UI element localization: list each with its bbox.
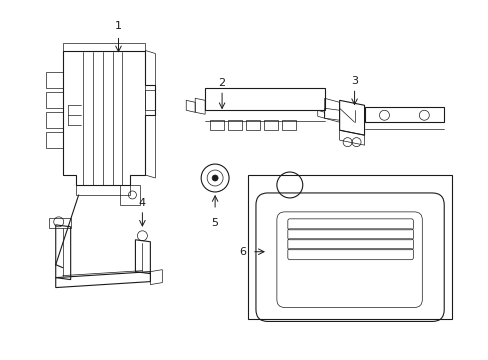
Bar [247,175,451,319]
Text: 1: 1 [115,21,122,31]
Text: 5: 5 [211,218,218,228]
Bar [281,120,295,130]
Text: 3: 3 [350,76,357,86]
Text: 2: 2 [218,78,225,89]
Bar [205,88,324,110]
Bar [210,120,224,130]
Circle shape [212,175,218,181]
Bar [264,120,277,130]
Text: 4: 4 [139,198,145,208]
Text: 6: 6 [239,247,246,257]
Bar [364,107,443,122]
Bar [245,120,260,130]
Bar [227,120,242,130]
